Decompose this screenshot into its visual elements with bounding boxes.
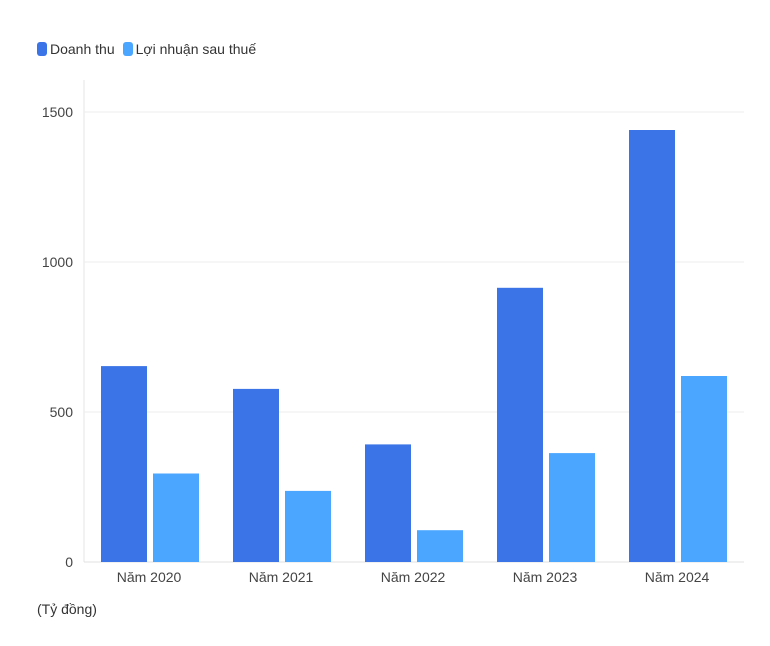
x-tick-label: Năm 2020 [117,569,182,585]
bar-loi-nhuan-2[interactable] [417,530,463,562]
y-axis-ticks: 0 500 1000 1500 [42,104,73,570]
bar-doanh-thu-4[interactable] [629,130,675,562]
bar-doanh-thu-2[interactable] [365,444,411,562]
x-tick-label: Năm 2024 [645,569,710,585]
legend-item-doanh-thu[interactable]: Doanh thu [37,41,115,57]
legend-swatch-loi-nhuan [122,42,133,56]
bar-loi-nhuan-0[interactable] [153,473,199,563]
bar-loi-nhuan-4[interactable] [681,376,727,562]
x-tick-label: Năm 2023 [513,569,578,585]
chart-legend: Doanh thu Lợi nhuận sau thuế [37,41,264,57]
bar-loi-nhuan-1[interactable] [285,490,331,562]
x-tick-label: Năm 2022 [381,569,446,585]
bar-loi-nhuan-3[interactable] [549,453,595,562]
x-axis-ticks: Năm 2020 Năm 2021 Năm 2022 Năm 2023 Năm 2024 [117,569,710,585]
bar-doanh-thu-1[interactable] [233,388,279,562]
bar-doanh-thu-0[interactable] [101,366,147,562]
legend-item-loi-nhuan[interactable]: Lợi nhuận sau thuế [122,41,257,57]
y-tick-label: 1000 [42,254,73,270]
legend-swatch-doanh-thu [37,42,47,56]
y-tick-label: 1500 [42,104,73,120]
unit-note: (Tỷ đồng) [37,601,97,617]
bar-doanh-thu-3[interactable] [497,287,543,562]
y-tick-label: 500 [50,404,74,420]
legend-label-doanh-thu: Doanh thu [50,41,115,57]
legend-label-loi-nhuan: Lợi nhuận sau thuế [135,41,257,57]
x-tick-label: Năm 2021 [249,569,314,585]
chart-bars [101,130,727,562]
y-tick-label: 0 [65,554,73,570]
